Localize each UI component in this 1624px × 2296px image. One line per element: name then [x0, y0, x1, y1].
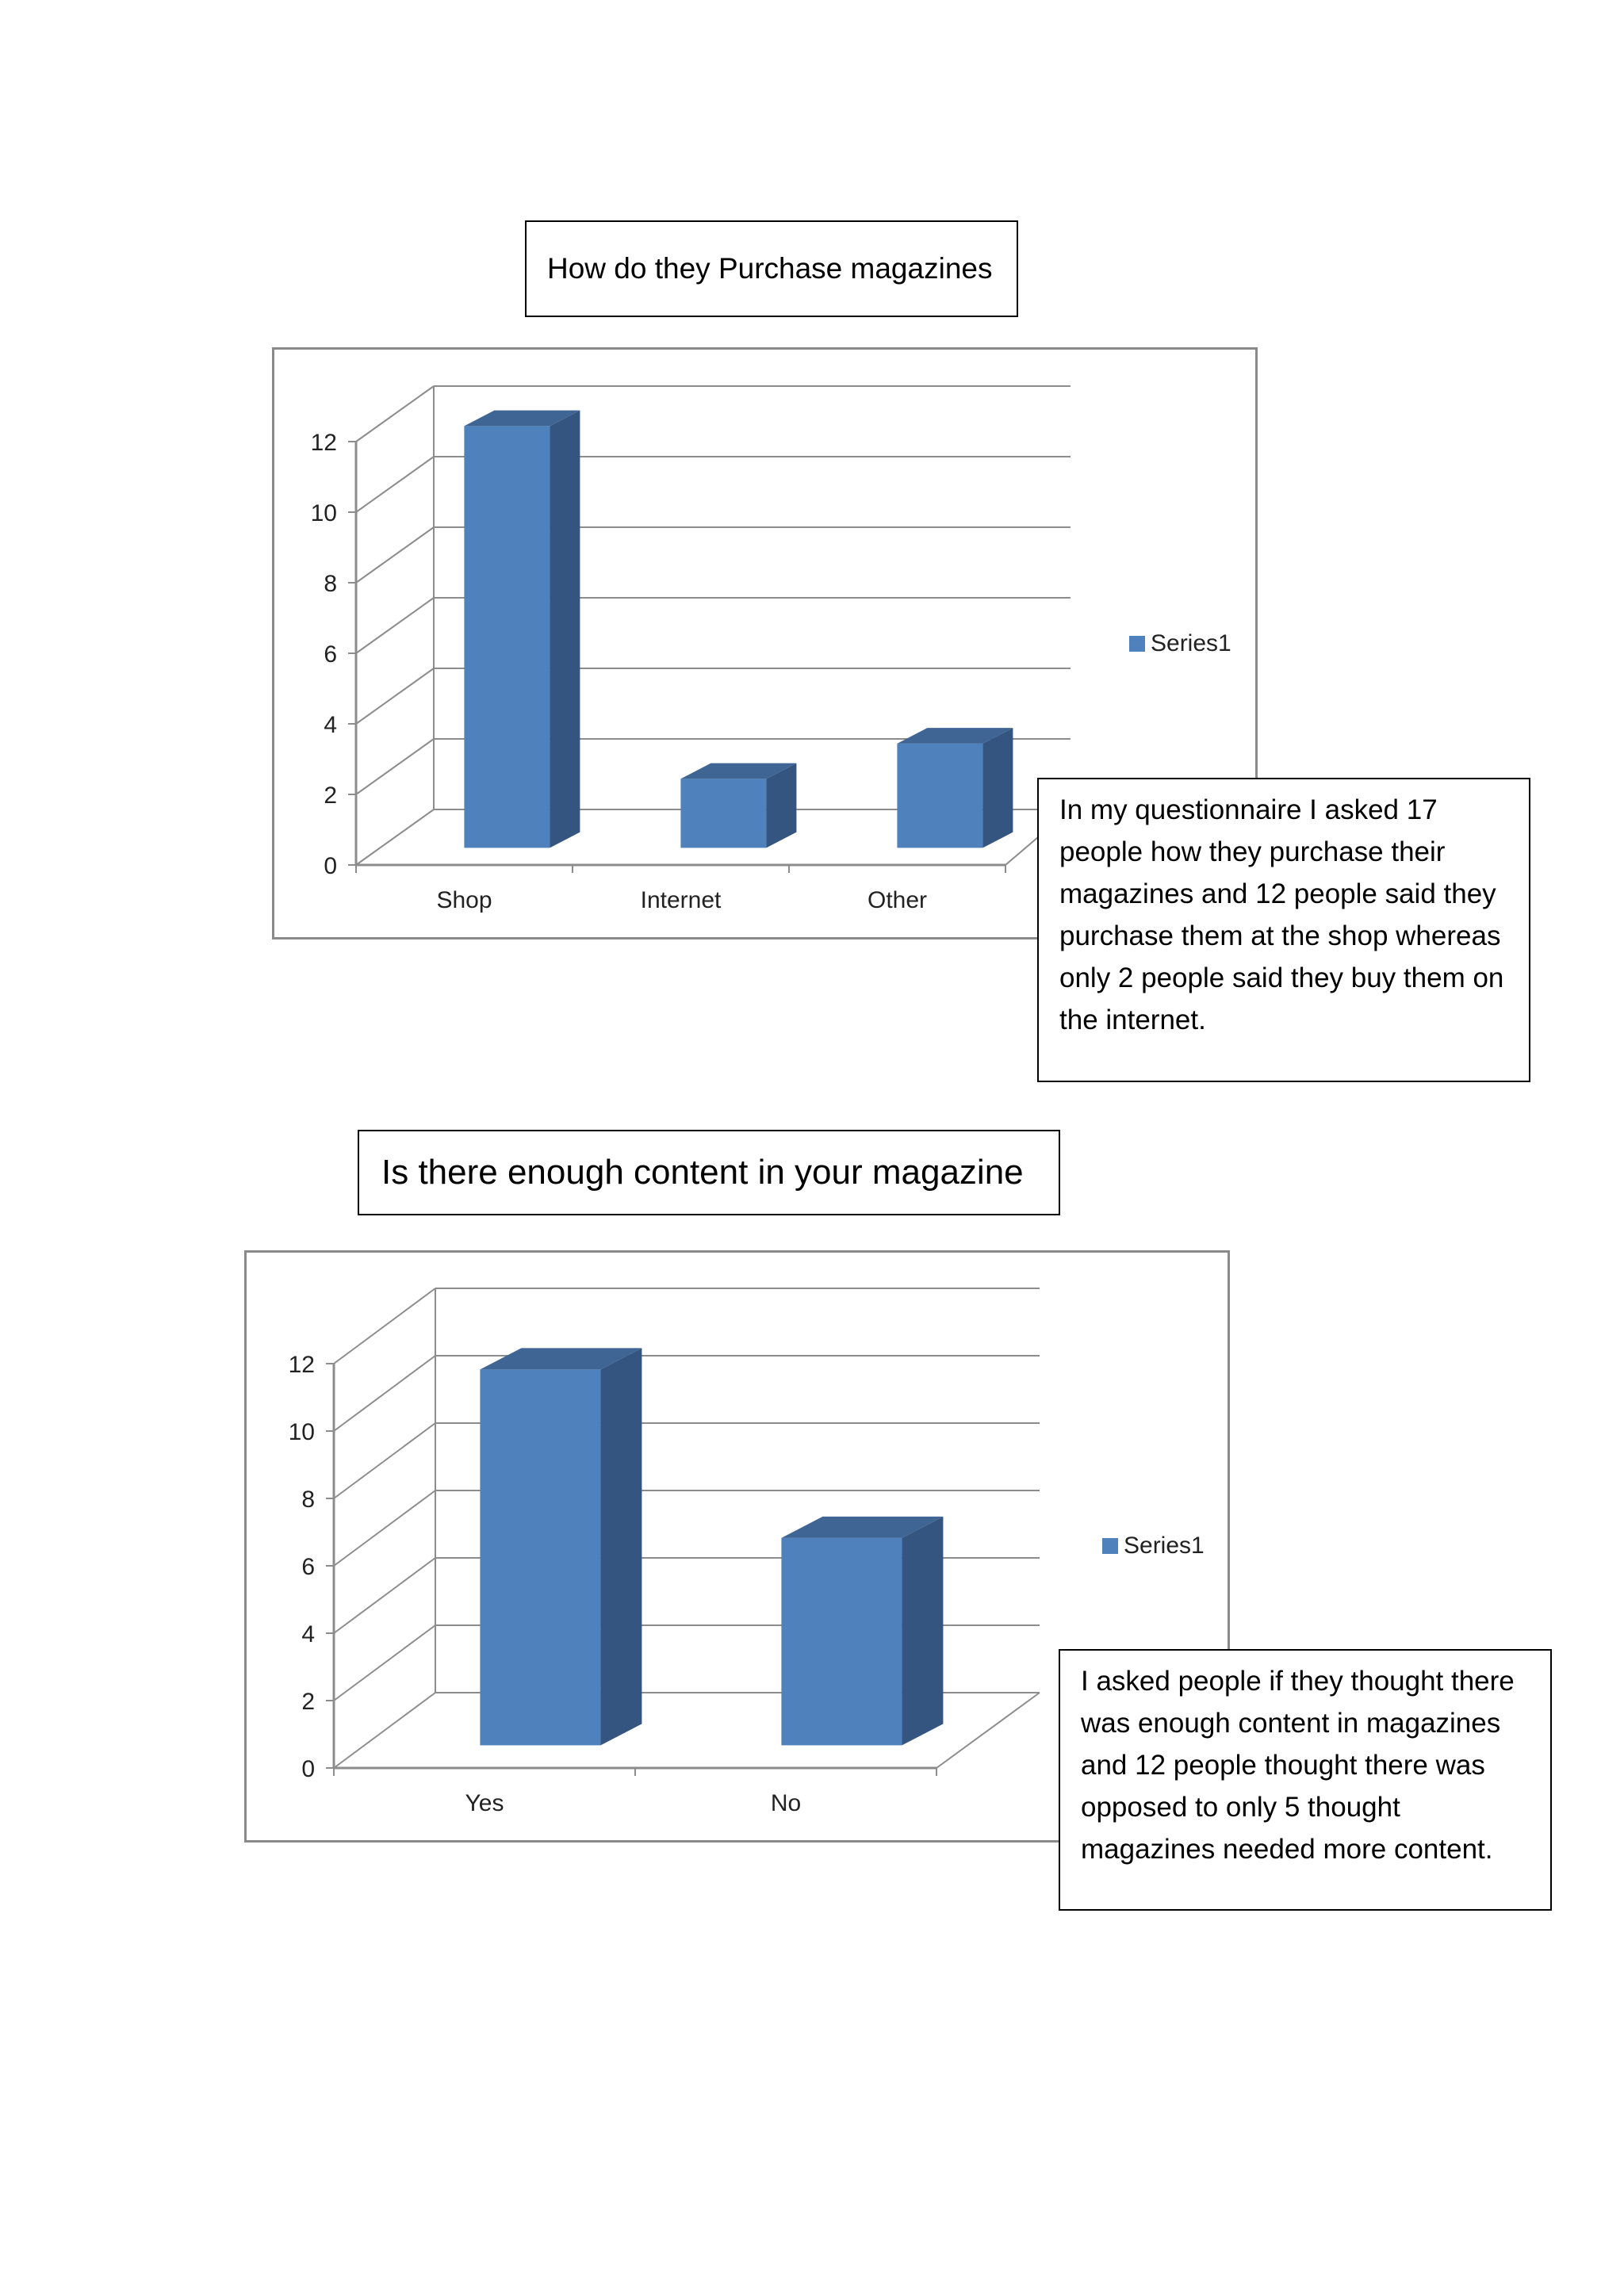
- chart-1-title: How do they Purchase magazines: [547, 252, 993, 285]
- chart-2-plot: 0 2 4 6 8 10 12 Yes No Series1: [289, 1288, 1205, 1816]
- chart-1-y-tick-label: 10: [311, 500, 337, 526]
- chart-1-category-label: Shop: [436, 887, 492, 913]
- chart-2-note-text: I asked people if they thought there was…: [1081, 1666, 1515, 1865]
- chart-1-legend: Series1: [1129, 630, 1231, 656]
- chart-1-category-label: Internet: [641, 887, 722, 913]
- chart-1-note-text: In my questionnaire I asked 17 people ho…: [1059, 794, 1504, 1035]
- chart-1-y-tick-label: 8: [324, 571, 337, 597]
- chart-1-y-tick-label: 4: [324, 712, 337, 738]
- chart-1-bar-internet: [680, 763, 797, 848]
- chart-1-category-label: Other: [868, 887, 927, 913]
- chart-2-bar-no: [781, 1516, 944, 1746]
- chart-1-note: In my questionnaire I asked 17 people ho…: [1037, 778, 1530, 1082]
- chart-1-y-tick-label: 12: [311, 430, 337, 456]
- chart-1-legend-swatch: [1129, 636, 1145, 652]
- chart-2-legend-swatch: [1102, 1538, 1118, 1554]
- chart-1-title-box: How do they Purchase magazines: [525, 220, 1018, 317]
- chart-2-title: Is there enough content in your magazine: [381, 1153, 1024, 1192]
- chart-2-y-tick-label: 4: [301, 1621, 315, 1647]
- chart-1-bar-other: [897, 728, 1013, 848]
- chart-2-y-tick-label: 10: [289, 1419, 315, 1445]
- chart-1-y-tick-label: 2: [324, 783, 337, 809]
- chart-2-y-tick-label: 6: [301, 1554, 315, 1580]
- chart-2-y-tick-label: 12: [289, 1352, 315, 1378]
- chart-2-legend-label: Series1: [1124, 1533, 1205, 1559]
- chart-1-legend-label: Series1: [1151, 630, 1231, 656]
- chart-2-title-box: Is there enough content in your magazine: [358, 1130, 1060, 1215]
- chart-1-y-tick-label: 0: [324, 853, 337, 879]
- chart-1-frame: 0 2 4 6 8 10 12 Shop Internet Other Series1: [272, 347, 1258, 939]
- chart-2-category-label: Yes: [465, 1790, 504, 1816]
- chart-2-y-tick-label: 2: [301, 1689, 315, 1715]
- chart-2-category-label: No: [771, 1790, 801, 1816]
- chart-1-bar-shop: [464, 410, 580, 848]
- chart-2-legend: Series1: [1102, 1533, 1205, 1559]
- chart-2-bar-yes: [480, 1348, 642, 1746]
- chart-1-plot: 0 2 4 6 8 10 12 Shop Internet Other Series1: [311, 385, 1231, 913]
- chart-2-y-tick-label: 8: [301, 1487, 315, 1513]
- chart-1-y-tick-label: 6: [324, 641, 337, 668]
- chart-2-y-tick-label: 0: [301, 1756, 315, 1782]
- chart-2-note: I asked people if they thought there was…: [1059, 1649, 1552, 1911]
